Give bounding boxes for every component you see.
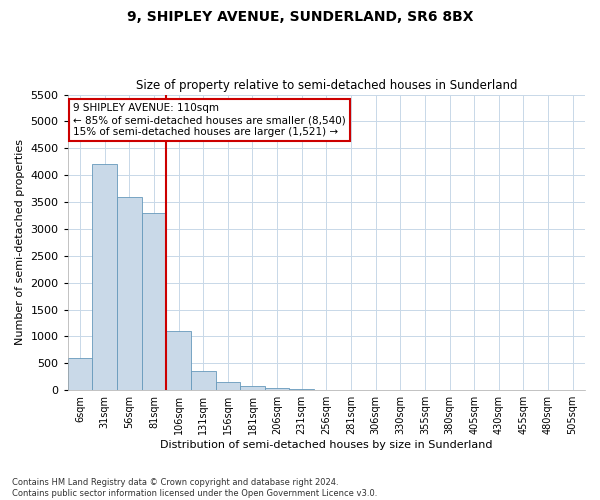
- Bar: [142, 213, 166, 390]
- Bar: [191, 372, 215, 390]
- Text: Contains HM Land Registry data © Crown copyright and database right 2024.
Contai: Contains HM Land Registry data © Crown c…: [12, 478, 377, 498]
- Bar: [289, 388, 314, 390]
- Text: 9, SHIPLEY AVENUE, SUNDERLAND, SR6 8BX: 9, SHIPLEY AVENUE, SUNDERLAND, SR6 8BX: [127, 10, 473, 24]
- Text: 9 SHIPLEY AVENUE: 110sqm
← 85% of semi-detached houses are smaller (8,540)
15% o: 9 SHIPLEY AVENUE: 110sqm ← 85% of semi-d…: [73, 104, 346, 136]
- Bar: [117, 196, 142, 390]
- Bar: [215, 382, 240, 390]
- Title: Size of property relative to semi-detached houses in Sunderland: Size of property relative to semi-detach…: [136, 79, 517, 92]
- Bar: [265, 388, 289, 390]
- X-axis label: Distribution of semi-detached houses by size in Sunderland: Distribution of semi-detached houses by …: [160, 440, 493, 450]
- Bar: [166, 331, 191, 390]
- Bar: [68, 358, 92, 390]
- Bar: [240, 386, 265, 390]
- Bar: [92, 164, 117, 390]
- Y-axis label: Number of semi-detached properties: Number of semi-detached properties: [15, 140, 25, 346]
